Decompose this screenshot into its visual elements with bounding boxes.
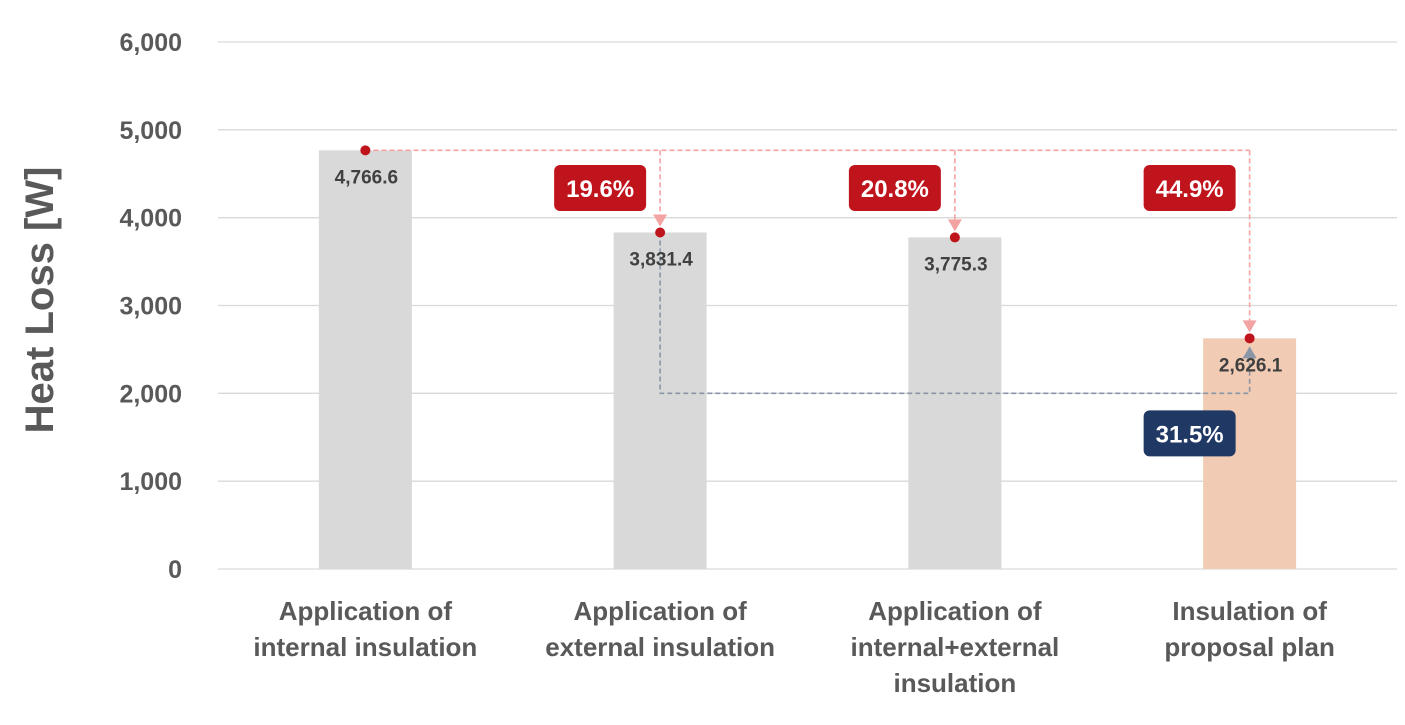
badge-text: 19.6%	[566, 176, 634, 203]
badge-text: 31.5%	[1156, 421, 1224, 448]
bar	[908, 237, 1002, 569]
value-label: 3,831.4	[629, 249, 693, 270]
x-category-label-line: Application of	[279, 596, 453, 626]
percent-badge: 20.8%	[848, 165, 941, 211]
value-label: 2,626.1	[1219, 355, 1283, 376]
arrowhead-up	[1242, 346, 1257, 359]
reference-lines	[365, 149, 1257, 395]
y-tick-label: 6,000	[119, 29, 182, 57]
value-label: 3,775.3	[924, 254, 987, 275]
arrowhead-down	[653, 214, 668, 227]
badge-text: 44.9%	[1156, 176, 1224, 203]
y-tick-label: 0	[168, 556, 182, 584]
value-labels: 4,766.6 3,831.4 3,775.3 2,626.1	[335, 167, 1283, 376]
x-category-label-line: internal insulation	[253, 632, 477, 662]
bar	[318, 150, 412, 570]
value-marker	[1244, 333, 1255, 344]
y-axis-ticks: 0 1,000 2,000 3,000 4,000 5,000 6,000	[119, 29, 182, 584]
value-marker	[949, 232, 960, 243]
y-tick-label: 4,000	[119, 205, 182, 233]
x-category-label: Application of internal+external insulatio…	[850, 596, 1059, 698]
y-tick-label: 5,000	[119, 117, 182, 145]
x-category-label-line: insulation	[893, 668, 1016, 698]
x-category-label: Application of external insulation	[545, 596, 775, 662]
x-category-label-line: Application of	[573, 596, 747, 626]
badge-background	[554, 165, 647, 211]
x-category-label-line: external insulation	[545, 632, 775, 662]
y-tick-label: 2,000	[119, 380, 182, 408]
badge-background	[1143, 165, 1236, 211]
x-category-label-line: internal+external	[850, 632, 1059, 662]
value-label: 4,766.6	[335, 167, 398, 188]
badge-background	[1143, 410, 1236, 457]
badge-background	[848, 165, 941, 211]
x-category-label-line: Insulation of	[1172, 596, 1327, 626]
value-markers	[360, 145, 1255, 344]
value-marker	[655, 227, 666, 238]
value-marker	[360, 145, 371, 156]
arrowhead-down	[1242, 320, 1257, 333]
bars	[318, 150, 1297, 570]
y-axis-label: Heat Loss [W]	[18, 167, 62, 434]
x-category-label: Insulation of proposal plan	[1164, 596, 1334, 662]
x-category-label: Application of internal insulation	[253, 596, 477, 662]
percent-badge: 31.5%	[1143, 410, 1236, 457]
y-tick-label: 3,000	[119, 293, 182, 321]
percent-badge: 19.6%	[554, 165, 647, 211]
y-tick-label: 1,000	[119, 468, 182, 496]
reference-line-blue	[659, 232, 1251, 395]
badge-text: 20.8%	[861, 176, 929, 203]
percent-badge: 44.9%	[1143, 165, 1236, 211]
percent-annotations: 19.6% 20.8% 44.9% 31.5%	[554, 165, 1236, 457]
arrowhead-down	[947, 219, 962, 232]
x-category-label-line: proposal plan	[1164, 632, 1334, 662]
x-axis-category-labels: Application of internal insulationApplica…	[253, 596, 1334, 698]
x-category-label-line: Application of	[868, 596, 1042, 626]
